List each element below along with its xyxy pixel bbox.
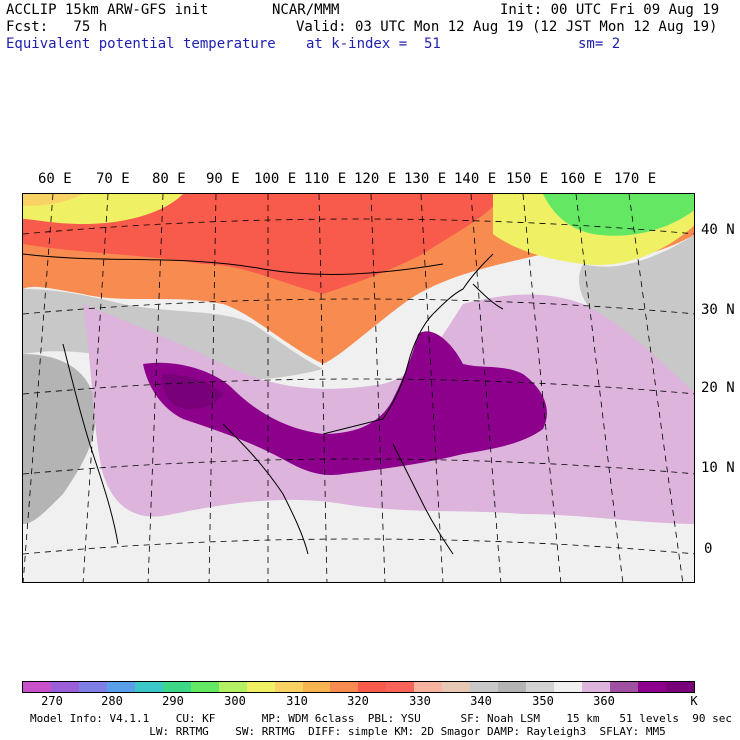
lon-label: 100 E (254, 171, 297, 187)
init-time: Init: 00 UTC Fri 09 Aug 19 (500, 2, 720, 18)
colorbar-label: 340 (470, 694, 492, 708)
colorbar-swatch (50, 682, 79, 692)
lon-label: 120 E (354, 171, 397, 187)
smoothing: sm= 2 (578, 36, 621, 52)
colorbar-swatch (414, 682, 443, 692)
colorbar-swatch (386, 682, 415, 692)
model-info-line2: LW: RRTMG SW: RRTMG DIFF: simple KM: 2D … (30, 725, 666, 738)
colorbar-label: 270 (41, 694, 63, 708)
center-label: NCAR/MMM (272, 2, 340, 18)
colorbar-swatch (274, 682, 303, 692)
colorbar-swatch (23, 682, 51, 692)
valid-time: Valid: 03 UTC Mon 12 Aug 19 (12 JST Mon … (296, 19, 718, 35)
lon-label: 170 E (614, 171, 657, 187)
pacific-gray-region (579, 235, 694, 393)
colorbar-unit: K (690, 694, 698, 708)
colorbar-swatch (302, 682, 331, 692)
lat-label: 0 (704, 541, 713, 557)
colorbar-label: 360 (593, 694, 615, 708)
lon-label: 140 E (454, 171, 497, 187)
colorbar-swatch (526, 682, 555, 692)
colorbar-swatch (78, 682, 107, 692)
lon-label: 60 E (38, 171, 72, 187)
colorbar-label: 330 (409, 694, 431, 708)
colorbar-swatch (162, 682, 191, 692)
colorbar-swatch (330, 682, 359, 692)
lon-label: 150 E (506, 171, 549, 187)
graticule (23, 194, 694, 582)
colorbar-swatch (442, 682, 471, 692)
lon-label: 160 E (560, 171, 603, 187)
colorbar-swatch (358, 682, 387, 692)
model-title: ACCLIP 15km ARW-GFS init (6, 2, 209, 18)
colorbar-label: 300 (224, 694, 246, 708)
lat-label: 10 N (701, 460, 735, 476)
lon-label: 130 E (404, 171, 447, 187)
northeast-cold-region (543, 194, 694, 236)
lon-label: 110 E (304, 171, 347, 187)
colorbar-swatch (190, 682, 219, 692)
colorbar-label: 290 (162, 694, 184, 708)
india-region (23, 354, 96, 524)
colorbar (22, 681, 695, 693)
colorbar-swatch (134, 682, 163, 692)
colorbar-swatch (665, 682, 694, 692)
lon-label: 80 E (152, 171, 186, 187)
colorbar-swatch (582, 682, 611, 692)
colorbar-swatch (498, 682, 527, 692)
lat-label: 30 N (701, 302, 735, 318)
lat-label: 40 N (701, 222, 735, 238)
lon-label: 90 E (206, 171, 240, 187)
model-info-line1: Model Info: V4.1.1 CU: KF MP: WDM 6class… (30, 712, 732, 725)
forecast-hour: Fcst: 75 h (6, 19, 108, 35)
colorbar-swatch (554, 682, 583, 692)
k-index: at k-index = 51 (306, 36, 441, 52)
colorbar-swatch (637, 682, 666, 692)
colorbar-swatch (470, 682, 499, 692)
colorbar-label: 310 (286, 694, 308, 708)
lat-label: 20 N (701, 380, 735, 396)
colorbar-swatch (246, 682, 275, 692)
high-theta-e-core (162, 374, 223, 410)
field-name: Equivalent potential temperature (6, 36, 276, 52)
map-field-svg (23, 194, 694, 582)
cool-air-core (23, 194, 83, 206)
colorbar-label: 320 (347, 694, 369, 708)
theta-e-map (22, 193, 695, 583)
colorbar-label: 350 (532, 694, 554, 708)
hot-air-region (23, 194, 503, 294)
colorbar-label: 280 (101, 694, 123, 708)
lon-label: 70 E (96, 171, 130, 187)
colorbar-swatch (218, 682, 247, 692)
colorbar-swatch (610, 682, 638, 692)
colorbar-swatch (106, 682, 135, 692)
high-theta-e-band (143, 331, 547, 475)
